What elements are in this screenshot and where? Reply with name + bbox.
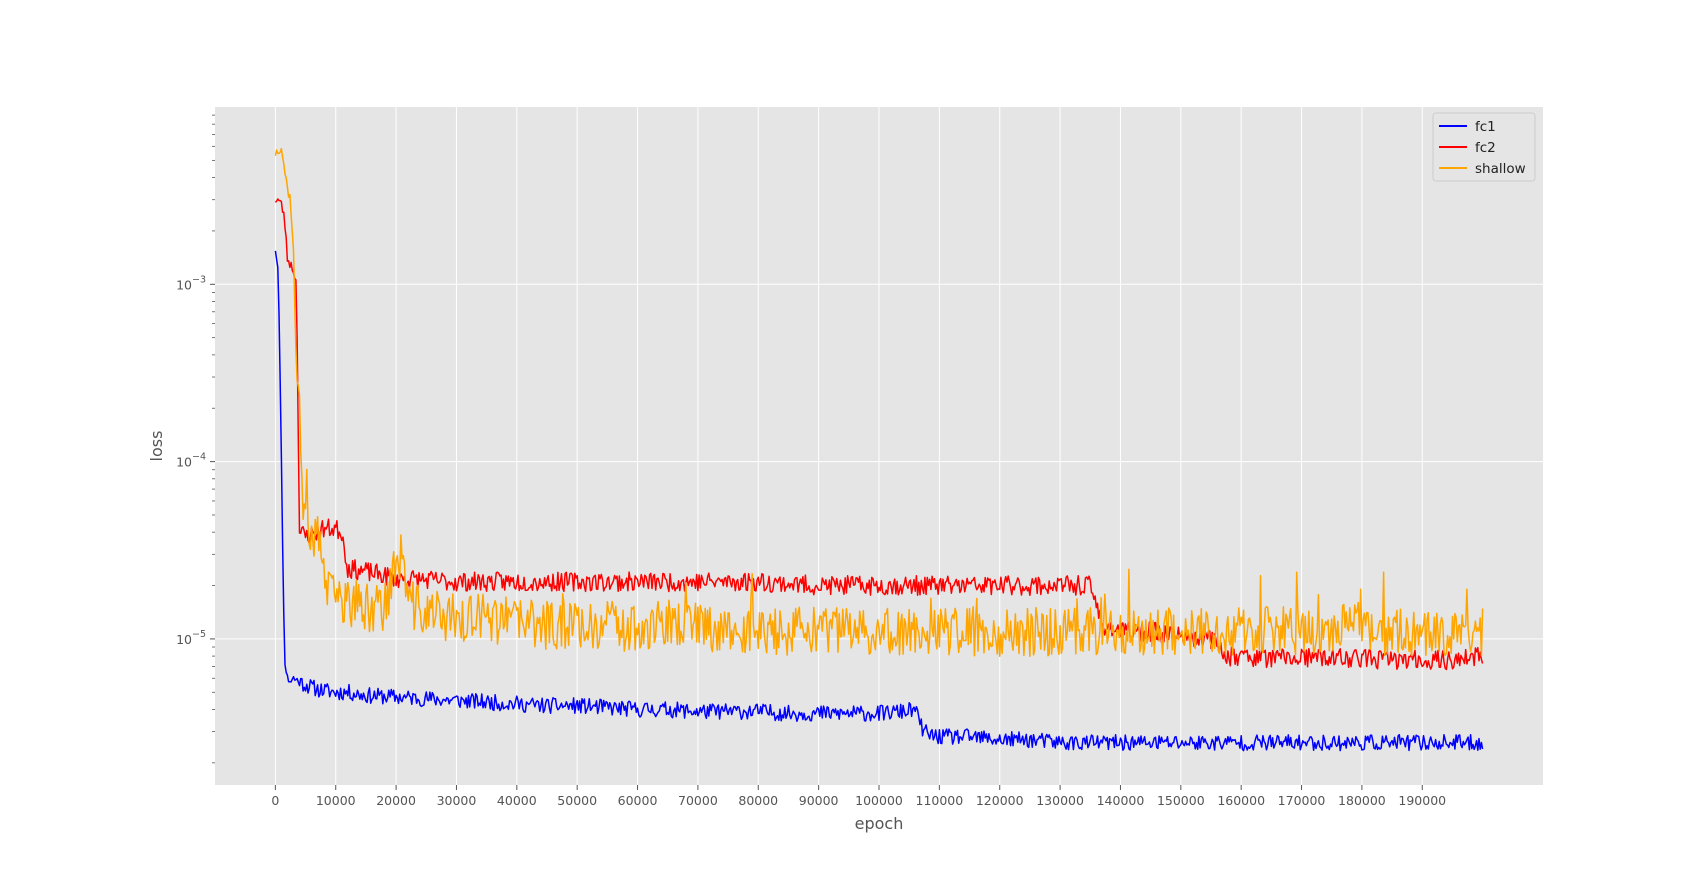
x-tick-label: 120000	[976, 793, 1024, 808]
y-tick-base: 10	[176, 632, 192, 647]
y-axis-title: loss	[147, 431, 166, 462]
legend-label-fc1: fc1	[1475, 119, 1496, 135]
x-tick-label: 170000	[1278, 793, 1326, 808]
x-tick-label: 80000	[738, 793, 778, 808]
y-minor-ticks	[212, 114, 215, 764]
x-tick-label: 190000	[1398, 793, 1446, 808]
x-axis-title: epoch	[855, 814, 904, 833]
x-tick-label: 70000	[678, 793, 718, 808]
y-tick-base: 10	[176, 277, 192, 292]
legend-label-fc2: fc2	[1475, 140, 1496, 156]
x-tick-label: 150000	[1157, 793, 1205, 808]
legend: fc1 fc2 shallow	[1432, 112, 1536, 182]
x-tick-label: 140000	[1097, 793, 1145, 808]
y-tick-exponent: −5	[192, 629, 206, 640]
x-tick-label: 110000	[916, 793, 964, 808]
legend-box	[1432, 112, 1536, 182]
x-tick-label: 100000	[855, 793, 903, 808]
y-tick-label: 10−5	[176, 629, 206, 647]
x-tick-label: 30000	[437, 793, 477, 808]
y-axis-ticks: 10−510−410−3	[176, 274, 215, 647]
x-tick-label: 40000	[497, 793, 537, 808]
series-line-fc2	[274, 198, 1484, 671]
x-tick-label: 0	[271, 793, 279, 808]
x-tick-label: 20000	[376, 793, 416, 808]
x-tick-label: 60000	[618, 793, 658, 808]
legend-label-shallow: shallow	[1475, 161, 1526, 177]
y-tick-exponent: −3	[192, 274, 206, 285]
series-line-fc1	[274, 250, 1484, 752]
x-tick-label: 130000	[1036, 793, 1084, 808]
x-tick-label: 180000	[1338, 793, 1386, 808]
y-tick-label: 10−4	[176, 452, 206, 470]
y-tick-base: 10	[176, 455, 192, 470]
x-tick-label: 10000	[316, 793, 356, 808]
x-tick-label: 90000	[799, 793, 839, 808]
x-tick-label: 50000	[557, 793, 597, 808]
y-tick-exponent: −4	[192, 452, 206, 463]
x-axis-ticks: 0 10000 20000 30000 40000 50000 60000 70000 8000…	[271, 785, 1446, 808]
series-line-shallow	[274, 147, 1484, 658]
x-tick-label: 160000	[1217, 793, 1265, 808]
grid-lines	[215, 107, 1543, 785]
series-lines	[274, 147, 1484, 752]
y-tick-label: 10−3	[176, 274, 206, 292]
